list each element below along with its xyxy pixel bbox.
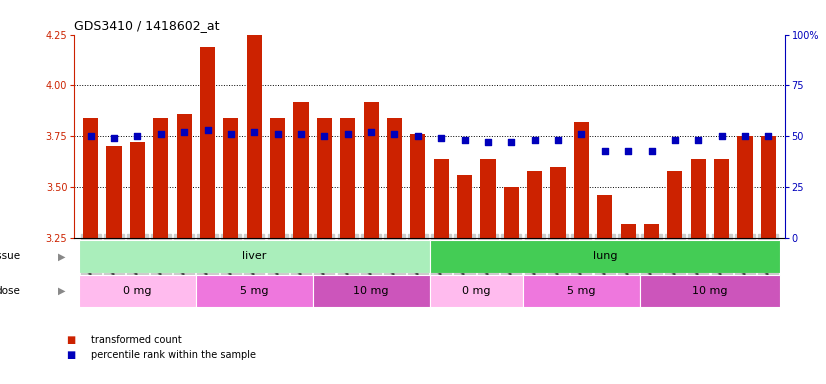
Text: liver: liver (242, 251, 267, 262)
Bar (200, 47, 215, 238)
Point (738, 133, 752, 139)
Bar (317, 118, 332, 238)
Point (434, 135, 448, 141)
Bar (527, 171, 542, 238)
Text: tissue: tissue (0, 251, 21, 262)
Point (691, 137, 705, 144)
Text: ▶: ▶ (58, 286, 66, 296)
Point (645, 147, 658, 154)
Bar (738, 136, 752, 238)
Text: ▶: ▶ (58, 251, 66, 262)
Bar (130, 142, 145, 238)
Point (84, 133, 97, 139)
Bar (550, 167, 566, 238)
Point (294, 131, 307, 137)
Point (575, 131, 588, 137)
Bar (481, 159, 496, 238)
Bar (363, 102, 378, 238)
Text: dose: dose (0, 286, 21, 296)
Point (668, 137, 681, 144)
Bar (153, 118, 169, 238)
Bar (597, 195, 612, 238)
Bar (761, 136, 776, 238)
Bar (411, 134, 425, 238)
Bar (340, 118, 355, 238)
Bar (79, 240, 430, 273)
Point (225, 131, 238, 137)
Bar (430, 275, 523, 307)
Bar (457, 175, 472, 238)
Text: 10 mg: 10 mg (354, 286, 389, 296)
Bar (714, 159, 729, 238)
Text: lung: lung (592, 251, 617, 262)
Text: 10 mg: 10 mg (692, 286, 728, 296)
Text: GDS3410 / 1418602_at: GDS3410 / 1418602_at (74, 19, 220, 32)
Point (178, 129, 191, 135)
Point (318, 133, 331, 139)
Point (552, 137, 565, 144)
Point (621, 147, 634, 154)
Bar (434, 159, 449, 238)
Bar (79, 275, 196, 307)
Text: 5 mg: 5 mg (240, 286, 268, 296)
Text: transformed count: transformed count (91, 335, 182, 345)
Point (482, 139, 495, 146)
Point (598, 147, 611, 154)
Point (154, 131, 168, 137)
Bar (667, 171, 682, 238)
Bar (177, 114, 192, 238)
Point (762, 133, 775, 139)
Bar (644, 224, 659, 238)
Bar (313, 275, 430, 307)
Bar (620, 224, 636, 238)
Text: 0 mg: 0 mg (123, 286, 152, 296)
Point (271, 131, 284, 137)
Bar (107, 147, 121, 238)
Point (364, 129, 377, 135)
Point (458, 137, 471, 144)
Bar (270, 118, 285, 238)
Point (388, 131, 401, 137)
Bar (196, 275, 313, 307)
Point (505, 139, 518, 146)
Point (715, 133, 729, 139)
Point (131, 133, 144, 139)
Point (201, 127, 214, 133)
Text: ■: ■ (66, 350, 75, 360)
Bar (523, 275, 640, 307)
Point (341, 131, 354, 137)
Bar (223, 118, 239, 238)
Bar (691, 159, 706, 238)
Bar (430, 240, 780, 273)
Point (107, 135, 121, 141)
Bar (387, 118, 402, 238)
Text: ■: ■ (66, 335, 75, 345)
Bar (504, 187, 519, 238)
Text: percentile rank within the sample: percentile rank within the sample (91, 350, 256, 360)
Bar (293, 102, 309, 238)
Bar (83, 118, 98, 238)
Bar (574, 122, 589, 238)
Point (248, 129, 261, 135)
Bar (247, 35, 262, 238)
Text: 0 mg: 0 mg (462, 286, 491, 296)
Point (411, 133, 425, 139)
Bar (640, 275, 780, 307)
Text: 5 mg: 5 mg (567, 286, 596, 296)
Point (528, 137, 541, 144)
